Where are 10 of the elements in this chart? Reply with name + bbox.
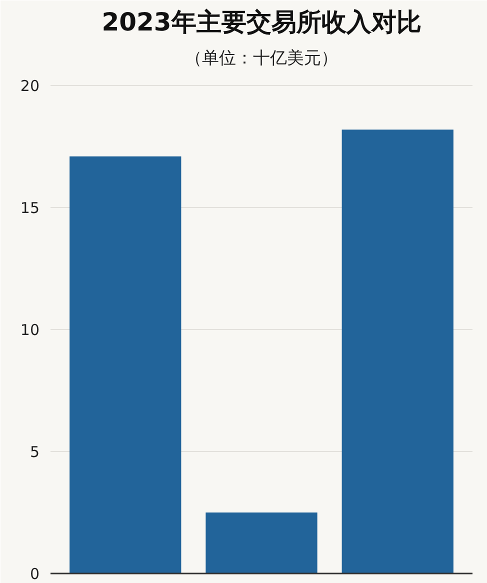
bar xyxy=(342,130,454,574)
chart-subtitle: （单位：十亿美元） xyxy=(185,48,338,68)
chart-title: 2023年主要交易所收入对比 xyxy=(102,8,422,36)
y-tick-label: 15 xyxy=(20,199,40,218)
y-tick-label: 10 xyxy=(20,321,40,340)
bar xyxy=(206,512,318,574)
y-tick-label: 20 xyxy=(20,77,40,96)
y-tick-label: 0 xyxy=(30,565,40,583)
y-tick-label: 5 xyxy=(30,443,40,462)
bar xyxy=(70,156,182,574)
